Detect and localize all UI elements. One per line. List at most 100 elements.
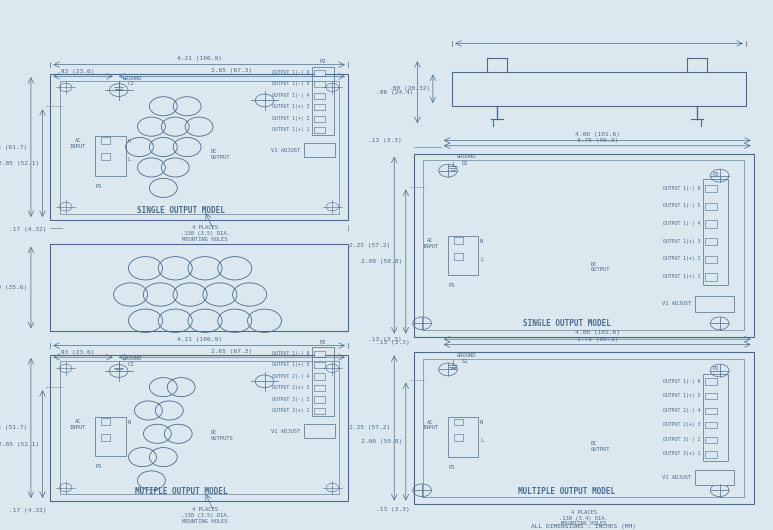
Text: AC
INPUT: AC INPUT xyxy=(422,420,439,430)
Text: P2: P2 xyxy=(712,172,719,176)
Bar xyxy=(703,374,728,461)
Text: V1 ADJUST: V1 ADJUST xyxy=(271,148,301,153)
Text: .17 (4.32): .17 (4.32) xyxy=(9,227,46,232)
Text: 2.25 (57.2): 2.25 (57.2) xyxy=(349,243,390,248)
Text: OUTPUT 1(-) 6: OUTPUT 1(-) 6 xyxy=(272,70,310,75)
Bar xyxy=(315,396,325,403)
Text: OUTPUT 1(-) 5: OUTPUT 1(-) 5 xyxy=(272,81,310,86)
Bar xyxy=(448,236,478,276)
Text: OUTPUT 3(+) 1: OUTPUT 3(+) 1 xyxy=(663,452,700,456)
Text: N: N xyxy=(480,420,483,425)
Text: 4.21 (106.9): 4.21 (106.9) xyxy=(176,56,222,61)
Text: 2.05 (52.1): 2.05 (52.1) xyxy=(0,161,39,165)
Text: S1: S1 xyxy=(462,359,468,365)
Bar xyxy=(315,69,325,76)
Text: 4 PLACES
.138 (3.4) DIA.
MOUNTING HOLES: 4 PLACES .138 (3.4) DIA. MOUNTING HOLES xyxy=(559,510,608,526)
Text: OUTPUT 2(+) 3: OUTPUT 2(+) 3 xyxy=(272,385,310,390)
Bar xyxy=(454,253,463,260)
Bar xyxy=(705,378,717,385)
Text: .13 (3.3): .13 (3.3) xyxy=(368,138,402,143)
Text: OUTPUT 1(-) 6: OUTPUT 1(-) 6 xyxy=(272,351,310,356)
Text: OUTPUT 1(+) 5: OUTPUT 1(+) 5 xyxy=(663,393,700,398)
Bar xyxy=(454,435,463,441)
Bar xyxy=(705,422,717,428)
Bar xyxy=(452,72,746,106)
Text: AC
INPUT: AC INPUT xyxy=(70,419,86,430)
Text: 2.43 (61.7): 2.43 (61.7) xyxy=(0,145,27,149)
Bar xyxy=(705,408,717,414)
Text: D1: D1 xyxy=(462,161,468,166)
Bar xyxy=(695,470,734,485)
Text: 4.00 (101.6): 4.00 (101.6) xyxy=(574,331,620,335)
Bar xyxy=(414,154,754,337)
Text: OUTPUT 3(-) 2: OUTPUT 3(-) 2 xyxy=(663,437,700,442)
Bar xyxy=(305,424,335,438)
Text: AC
INPUT: AC INPUT xyxy=(422,238,439,249)
Text: OUTPUT 1(+) 3: OUTPUT 1(+) 3 xyxy=(272,104,310,109)
Bar xyxy=(305,144,335,157)
Bar xyxy=(454,237,463,244)
Bar xyxy=(454,419,463,425)
Text: 4.00 (101.6): 4.00 (101.6) xyxy=(574,132,620,137)
Text: AC
INPUT: AC INPUT xyxy=(70,138,86,149)
Bar xyxy=(315,104,325,110)
Bar xyxy=(60,361,339,494)
Bar xyxy=(703,179,728,285)
Text: P1: P1 xyxy=(448,465,455,470)
Text: C1: C1 xyxy=(128,362,135,367)
Bar xyxy=(705,273,717,281)
Text: GROUND: GROUND xyxy=(457,353,476,358)
Bar xyxy=(695,296,734,312)
Text: 2.25 (57.2): 2.25 (57.2) xyxy=(349,426,390,430)
Text: OUTPUT 1(-) 5: OUTPUT 1(-) 5 xyxy=(663,204,700,208)
Text: P2: P2 xyxy=(320,340,326,344)
Bar xyxy=(423,160,744,330)
Text: V1 ADJUST: V1 ADJUST xyxy=(662,302,691,306)
Text: C1: C1 xyxy=(128,81,135,86)
Text: MULTIPLE OUTPUT MODEL: MULTIPLE OUTPUT MODEL xyxy=(518,488,615,496)
Text: P2: P2 xyxy=(712,366,719,371)
Text: .96 (24.4): .96 (24.4) xyxy=(376,90,414,95)
Bar xyxy=(101,153,111,160)
Bar xyxy=(50,244,348,331)
Bar xyxy=(95,417,126,456)
Text: OUTPUT 2(-) 4: OUTPUT 2(-) 4 xyxy=(272,374,310,378)
Text: ALL DIMENSIONS : INCHES (MM): ALL DIMENSIONS : INCHES (MM) xyxy=(531,524,636,528)
Bar xyxy=(414,352,754,504)
Bar xyxy=(101,418,111,425)
Bar xyxy=(101,137,111,144)
Bar xyxy=(705,437,717,443)
Text: .93 (23.6): .93 (23.6) xyxy=(56,350,94,355)
Text: .13 (3.3): .13 (3.3) xyxy=(368,337,402,342)
Text: L: L xyxy=(480,257,483,262)
Text: OUTPUT 1(+) 2: OUTPUT 1(+) 2 xyxy=(272,116,310,121)
Text: GROUND: GROUND xyxy=(457,154,476,159)
Text: L: L xyxy=(480,438,483,443)
Text: SINGLE OUTPUT MODEL: SINGLE OUTPUT MODEL xyxy=(138,206,225,215)
Bar xyxy=(101,434,111,440)
Text: OUTPUT 2(-) 4: OUTPUT 2(-) 4 xyxy=(663,408,700,413)
Text: OUTPUT 1(-) 6: OUTPUT 1(-) 6 xyxy=(663,186,700,191)
Bar xyxy=(315,374,325,380)
Text: V1 ADJUST: V1 ADJUST xyxy=(271,429,301,434)
Text: 1.40 (35.6): 1.40 (35.6) xyxy=(0,285,27,290)
Text: 4 PLACES
.138 (3.5) DIA.
MOUNTING HOLES: 4 PLACES .138 (3.5) DIA. MOUNTING HOLES xyxy=(181,225,230,242)
Text: .13 (3.3): .13 (3.3) xyxy=(376,340,410,346)
Text: N: N xyxy=(128,420,131,425)
Bar xyxy=(705,451,717,457)
Bar xyxy=(312,348,334,417)
Text: P1: P1 xyxy=(96,183,102,189)
Bar xyxy=(705,238,717,245)
Text: .13 (3.3): .13 (3.3) xyxy=(376,507,410,513)
Text: H: H xyxy=(128,139,131,144)
Text: DC
OUTPUTS: DC OUTPUTS xyxy=(211,430,233,440)
Text: SINGLE OUTPUT MODEL: SINGLE OUTPUT MODEL xyxy=(523,319,611,328)
Text: .17 (4.32): .17 (4.32) xyxy=(9,508,46,513)
Text: OUTPUT 1(+) 1: OUTPUT 1(+) 1 xyxy=(272,127,310,132)
Text: GROUND: GROUND xyxy=(123,76,142,81)
Text: L: L xyxy=(128,157,131,162)
Text: OUTPUT 1(-) 6: OUTPUT 1(-) 6 xyxy=(663,378,700,384)
Text: OUTPUT 1(+) 5: OUTPUT 1(+) 5 xyxy=(272,362,310,367)
Bar xyxy=(705,393,717,399)
Bar xyxy=(50,355,348,501)
